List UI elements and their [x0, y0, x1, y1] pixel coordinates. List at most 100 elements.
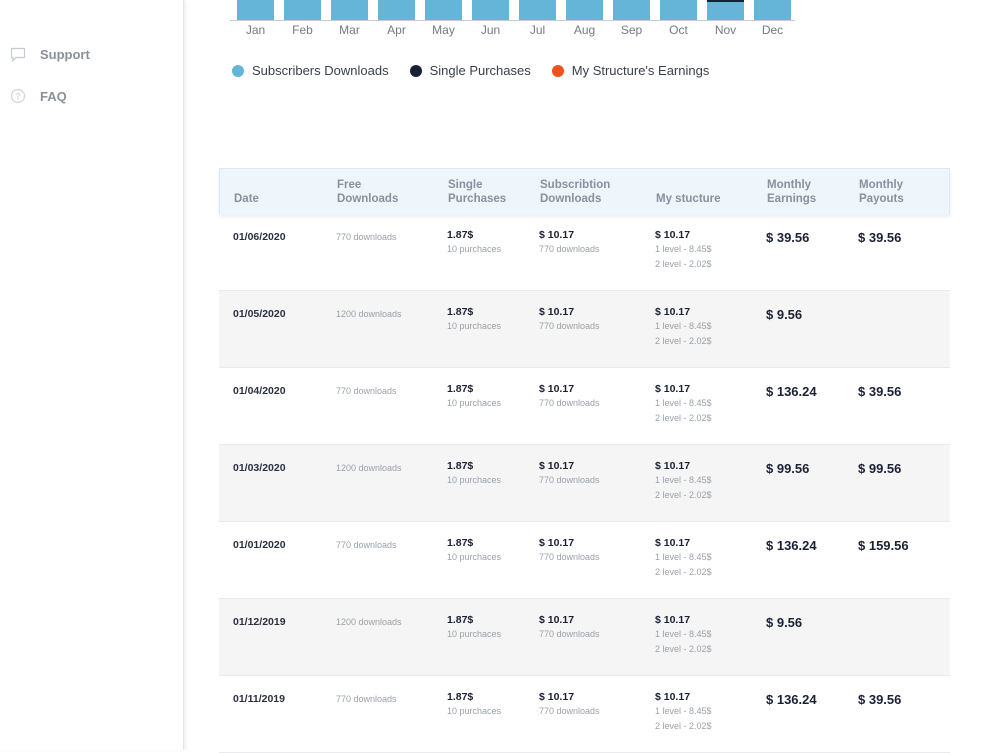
cell-monthly-payouts: $ 39.56: [858, 692, 902, 707]
chart-bar-may: [425, 0, 462, 20]
cell-date: 01/11/2019: [233, 693, 285, 705]
header-monthly-earnings: Monthly Earnings: [767, 179, 817, 205]
chart-bar-dec: [754, 0, 791, 20]
table-row: 01/01/2020 770 downloads 1.87$ 10 purcha…: [219, 522, 950, 599]
cell-free-downloads: 1200 downloads: [336, 617, 402, 627]
cell-date: 01/03/2020: [233, 462, 286, 474]
structure-level-2: 2 level - 2.02$: [655, 644, 712, 654]
single-amount: 1.87$: [447, 229, 474, 241]
single-count: 10 purchaces: [447, 552, 502, 562]
cell-monthly-earnings: $ 9.56: [766, 307, 803, 322]
subscription-count: 770 downloads: [539, 552, 600, 562]
cell-subscription-downloads: $ 10.17 770 downloads: [539, 537, 600, 565]
structure-amount: $ 10.17: [655, 614, 691, 626]
header-subscription-downloads: Subscribtion Downloads: [540, 179, 611, 205]
cell-date: 01/04/2020: [233, 385, 286, 397]
cell-free-downloads: 770 downloads: [336, 386, 397, 396]
cell-free-downloads: 770 downloads: [336, 694, 397, 704]
single-amount: 1.87$: [447, 460, 474, 472]
cell-my-structure: $ 10.17 1 level - 8.45$ 2 level - 2.02$: [655, 537, 712, 580]
cell-monthly-earnings: $ 136.24: [766, 692, 817, 707]
sidebar-item-support[interactable]: Support: [10, 46, 90, 62]
single-amount: 1.87$: [447, 537, 474, 549]
single-count: 10 purchaces: [447, 475, 502, 485]
cell-date: 01/06/2020: [233, 231, 286, 243]
structure-level-2: 2 level - 2.02$: [655, 336, 712, 346]
svg-text:?: ?: [16, 92, 21, 101]
tick-label-aug: Aug: [573, 23, 596, 37]
cell-subscription-downloads: $ 10.17 770 downloads: [539, 383, 600, 411]
structure-amount: $ 10.17: [655, 691, 691, 703]
single-amount: 1.87$: [447, 691, 474, 703]
cell-single-purchases: 1.87$ 10 purchaces: [447, 691, 501, 719]
sidebar-item-label: Support: [40, 46, 90, 62]
cell-single-purchases: 1.87$ 10 purchaces: [447, 537, 501, 565]
table-body: 01/06/2020 770 downloads 1.87$ 10 purcha…: [219, 214, 950, 753]
tick-label-oct: Oct: [669, 23, 688, 37]
tick-label-apr: Apr: [387, 23, 406, 37]
structure-level-1: 1 level - 8.45$: [655, 629, 712, 639]
monthly-chart: Jan Feb Mar Apr May Jun Jul Aug Sep Oct Nov Dec: [230, 0, 800, 40]
cell-monthly-payouts: $ 159.56: [858, 538, 909, 553]
tick-label-mar: Mar: [339, 23, 360, 37]
structure-level-1: 1 level - 8.45$: [655, 706, 712, 716]
cell-monthly-earnings: $ 39.56: [766, 230, 810, 245]
table-row: 01/12/2019 1200 downloads 1.87$ 10 purch…: [219, 599, 950, 676]
chart-bar-nov: [707, 0, 744, 20]
tick-label-dec: Dec: [761, 23, 784, 37]
cell-single-purchases: 1.87$ 10 purchaces: [447, 383, 501, 411]
legend-item-subscribers: Subscribers Downloads: [232, 63, 389, 78]
cell-monthly-payouts: $ 39.56: [858, 230, 902, 245]
chart-bar-aug: [566, 0, 603, 20]
chart-bar-sep: [613, 0, 650, 20]
header-monthly-payouts: Monthly Payouts: [859, 179, 904, 205]
cell-subscription-downloads: $ 10.17 770 downloads: [539, 691, 600, 719]
legend-dot: [551, 64, 564, 77]
structure-amount: $ 10.17: [655, 537, 691, 549]
structure-level-1: 1 level - 8.45$: [655, 552, 712, 562]
table-row: 01/04/2020 770 downloads 1.87$ 10 purcha…: [219, 368, 950, 445]
cell-monthly-earnings: $ 136.24: [766, 384, 817, 399]
single-count: 10 purchaces: [447, 244, 502, 254]
cell-single-purchases: 1.87$ 10 purchaces: [447, 460, 501, 488]
chart-bar-jun: [472, 0, 509, 20]
structure-level-2: 2 level - 2.02$: [655, 413, 712, 423]
subscription-amount: $ 10.17: [539, 691, 575, 703]
subscription-count: 770 downloads: [539, 629, 600, 639]
subscription-amount: $ 10.17: [539, 614, 575, 626]
chart-bar-feb: [284, 0, 321, 20]
chart-bar-apr: [378, 0, 415, 20]
sidebar-item-label: FAQ: [40, 88, 67, 104]
cell-monthly-earnings: $ 99.56: [766, 461, 810, 476]
chart-bar-oct: [660, 0, 697, 20]
legend-item-structure: My Structure's Earnings: [551, 63, 709, 78]
chart-legend: Subscribers Downloads Single Purchases M…: [232, 63, 730, 78]
table-header: Date Free Downloads Single Purchases Subsc…: [219, 168, 950, 214]
single-amount: 1.87$: [447, 614, 474, 626]
subscription-amount: $ 10.17: [539, 229, 575, 241]
chart-x-axis: Jan Feb Mar Apr May Jun Jul Aug Sep Oct Nov Dec: [230, 23, 800, 39]
subscription-count: 770 downloads: [539, 706, 600, 716]
chat-bubble-icon: [10, 46, 26, 62]
cell-my-structure: $ 10.17 1 level - 8.45$ 2 level - 2.02$: [655, 229, 712, 272]
legend-item-single: Single Purchases: [409, 63, 531, 78]
tick-label-jan: Jan: [245, 23, 266, 37]
structure-level-2: 2 level - 2.02$: [655, 490, 712, 500]
structure-level-1: 1 level - 8.45$: [655, 244, 712, 254]
structure-level-1: 1 level - 8.45$: [655, 321, 712, 331]
cell-subscription-downloads: $ 10.17 770 downloads: [539, 229, 600, 257]
chart-bar-jul: [519, 0, 556, 20]
sidebar-item-faq[interactable]: ? FAQ: [10, 88, 67, 104]
cell-date: 01/01/2020: [233, 539, 286, 551]
legend-label: Single Purchases: [429, 63, 531, 78]
header-single-purchases: Single Purchases: [448, 179, 507, 205]
chart-bar-jan: [237, 0, 274, 20]
subscription-amount: $ 10.17: [539, 537, 575, 549]
cell-my-structure: $ 10.17 1 level - 8.45$ 2 level - 2.02$: [655, 691, 712, 734]
single-amount: 1.87$: [447, 306, 474, 318]
earnings-table: Date Free Downloads Single Purchases Subsc…: [219, 168, 950, 753]
table-row: 01/06/2020 770 downloads 1.87$ 10 purcha…: [219, 214, 950, 291]
structure-level-1: 1 level - 8.45$: [655, 398, 712, 408]
structure-amount: $ 10.17: [655, 460, 691, 472]
single-count: 10 purchaces: [447, 321, 502, 331]
